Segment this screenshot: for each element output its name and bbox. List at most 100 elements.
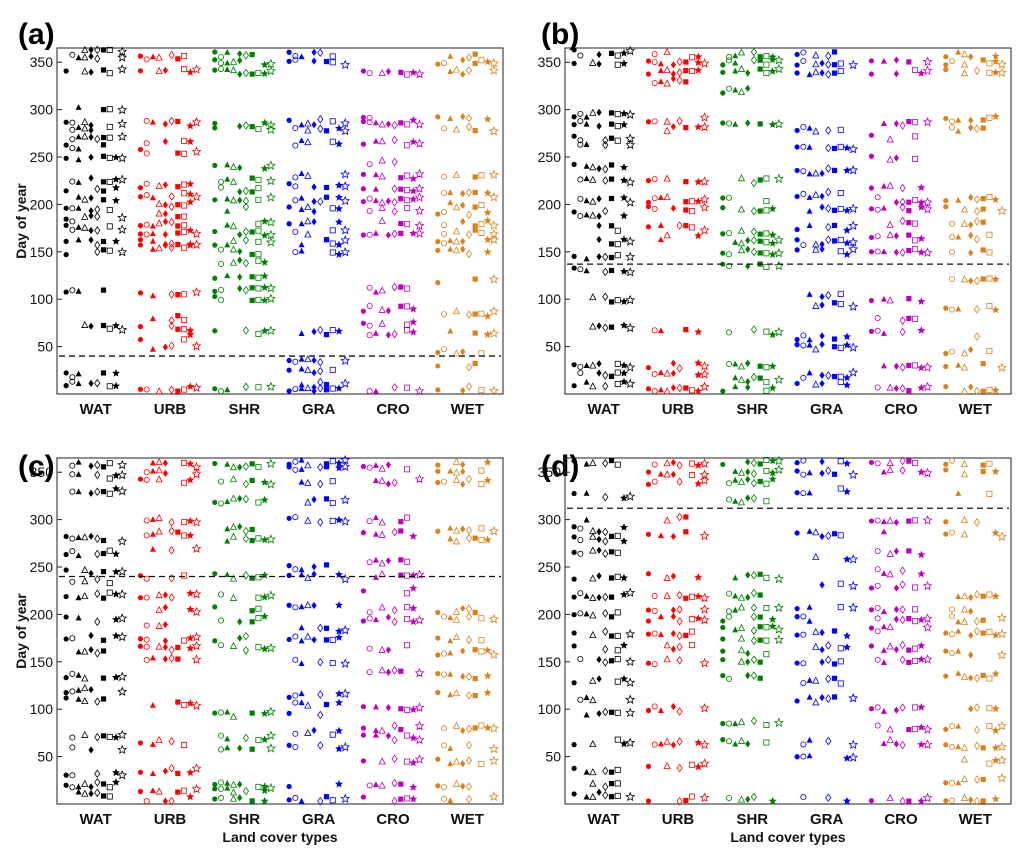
- point-cro-triangle-filled: [880, 659, 887, 665]
- point-wat-triangle-open: [589, 630, 597, 639]
- point-gra-star-filled: [335, 181, 343, 189]
- point-wet-star-open: [996, 720, 1007, 731]
- point-gra-circle-filled: [286, 694, 292, 700]
- point-cro-diamond-open: [391, 120, 398, 130]
- point-wat-diamond-filled: [88, 236, 94, 244]
- point-gra-diamond-filled: [819, 469, 825, 477]
- point-shr-diamond-open: [750, 178, 758, 188]
- point-wat-square-open: [106, 784, 113, 791]
- point-wet-triangle-filled: [447, 327, 454, 334]
- point-shr-diamond-filled: [237, 256, 243, 264]
- point-cro-diamond-filled: [893, 615, 899, 623]
- point-shr-star-open: [265, 120, 276, 130]
- point-urb-square-open: [689, 616, 696, 623]
- point-wet-triangle-filled: [955, 743, 962, 750]
- point-wat-circle-open: [69, 378, 76, 385]
- point-urb-triangle-open: [155, 244, 163, 252]
- point-gra-diamond-open: [825, 126, 832, 135]
- point-gra-square-filled: [323, 237, 330, 243]
- point-gra-square-open: [329, 249, 336, 256]
- point-shr-star-filled: [768, 230, 777, 239]
- point-cro-triangle-filled: [372, 574, 379, 580]
- point-gra-square-open: [837, 532, 844, 539]
- x-tick-label-wet: WET: [451, 811, 484, 828]
- point-shr-star-open: [265, 743, 276, 753]
- point-wat-circle-filled: [571, 47, 577, 53]
- point-gra-star-filled: [843, 796, 851, 805]
- y-tick-label: 50: [37, 339, 53, 355]
- point-wet-triangle-open: [960, 605, 969, 613]
- point-wat-diamond-open: [94, 45, 101, 55]
- point-wat-circle-open: [577, 266, 584, 273]
- point-shr-triangle-filled: [732, 360, 739, 367]
- point-gra-diamond-open: [317, 710, 324, 720]
- point-wet-star-open: [996, 755, 1007, 765]
- point-wat-triangle-filled: [75, 145, 82, 152]
- point-cro-diamond-open: [391, 778, 398, 788]
- point-shr-star-filled: [260, 478, 269, 486]
- y-tick-label: 350: [30, 464, 54, 480]
- point-cro-circle-open: [366, 70, 373, 77]
- point-gra-star-filled: [335, 779, 343, 788]
- point-wet-square-filled: [980, 745, 986, 751]
- point-shr-triangle-open: [229, 522, 238, 530]
- point-shr-triangle-open: [229, 57, 238, 65]
- point-shr-diamond-filled: [745, 458, 751, 466]
- point-wat-star-open: [625, 791, 636, 802]
- point-wet-diamond-open: [973, 590, 981, 599]
- point-cro-diamond-filled: [385, 461, 391, 469]
- point-shr-square-open: [763, 379, 770, 386]
- point-wet-diamond-open: [465, 66, 473, 75]
- point-gra-circle-open: [292, 386, 299, 393]
- point-cro-diamond-open: [899, 615, 906, 625]
- point-wet-diamond-open: [973, 741, 981, 751]
- point-gra-circle-open: [800, 471, 807, 478]
- point-urb-star-open: [191, 382, 202, 392]
- point-urb-circle-open: [143, 798, 150, 805]
- point-wat-square-filled: [100, 107, 107, 113]
- point-urb-square-filled: [175, 118, 181, 125]
- point-cro-triangle-open: [886, 230, 894, 239]
- point-wat-diamond-filled: [596, 50, 602, 59]
- point-gra-circle-filled: [794, 632, 800, 638]
- point-cro-star-open: [414, 138, 425, 148]
- point-gra-diamond-open: [825, 655, 832, 665]
- point-shr-circle-open: [726, 794, 733, 801]
- point-wat-diamond-filled: [596, 221, 602, 230]
- point-cro-diamond-open: [899, 316, 906, 325]
- point-shr-square-filled: [249, 71, 255, 77]
- point-wet-triangle-filled: [955, 670, 962, 676]
- point-shr-star-open: [265, 160, 276, 170]
- point-shr-triangle-open: [737, 362, 746, 370]
- point-urb-square-open: [181, 386, 188, 393]
- point-wat-diamond-filled: [88, 646, 94, 654]
- point-cro-triangle-filled: [880, 608, 887, 615]
- point-gra-diamond-filled: [819, 169, 825, 178]
- point-cro-triangle-filled: [372, 530, 379, 537]
- point-urb-square-filled: [175, 326, 181, 332]
- point-urb-circle-filled: [137, 242, 144, 248]
- point-shr-square-filled: [249, 798, 255, 804]
- point-wet-star-filled: [483, 57, 492, 66]
- point-wet-star-filled: [991, 52, 1000, 60]
- point-cro-circle-filled: [360, 794, 367, 800]
- point-shr-star-filled: [260, 735, 269, 743]
- point-wet-triangle-open: [452, 526, 461, 534]
- point-wet-diamond-filled: [460, 727, 466, 735]
- point-cro-triangle-open: [378, 198, 386, 206]
- point-cro-triangle-open: [378, 172, 386, 180]
- point-wet-circle-filled: [943, 54, 949, 60]
- point-shr-triangle-open: [229, 712, 238, 720]
- point-wet-triangle-open: [960, 592, 969, 600]
- point-wat-square-filled: [608, 533, 615, 539]
- point-wet-circle-filled: [943, 363, 949, 370]
- point-cro-diamond-open: [391, 135, 398, 145]
- point-wat-triangle-filled: [75, 287, 82, 294]
- point-urb-triangle-open: [155, 458, 163, 466]
- point-urb-triangle-open: [663, 117, 671, 125]
- point-gra-diamond-open: [317, 690, 324, 699]
- point-gra-diamond-filled: [311, 57, 317, 65]
- plot-frame-c: [56, 457, 504, 805]
- point-wat-diamond-open: [94, 617, 101, 626]
